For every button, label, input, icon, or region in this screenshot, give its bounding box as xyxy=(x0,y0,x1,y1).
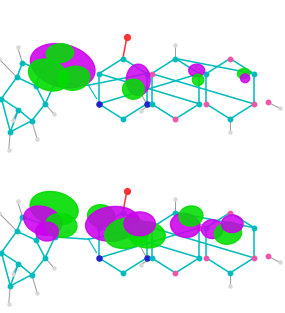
Polygon shape xyxy=(87,205,115,227)
Polygon shape xyxy=(30,192,78,225)
Polygon shape xyxy=(126,64,150,95)
Polygon shape xyxy=(192,74,204,85)
Polygon shape xyxy=(46,44,74,63)
Polygon shape xyxy=(237,69,250,79)
Polygon shape xyxy=(221,215,243,233)
Polygon shape xyxy=(46,213,77,237)
Polygon shape xyxy=(189,64,205,77)
Polygon shape xyxy=(179,206,203,226)
Polygon shape xyxy=(124,212,155,236)
Polygon shape xyxy=(105,218,149,249)
Polygon shape xyxy=(86,207,140,241)
Polygon shape xyxy=(128,222,165,248)
Polygon shape xyxy=(58,66,90,90)
Polygon shape xyxy=(36,222,58,241)
Polygon shape xyxy=(241,74,250,83)
Polygon shape xyxy=(30,44,95,88)
Polygon shape xyxy=(28,59,68,91)
Polygon shape xyxy=(201,220,223,239)
Polygon shape xyxy=(123,79,144,99)
Polygon shape xyxy=(24,206,62,235)
Polygon shape xyxy=(170,213,200,237)
Polygon shape xyxy=(214,222,242,244)
